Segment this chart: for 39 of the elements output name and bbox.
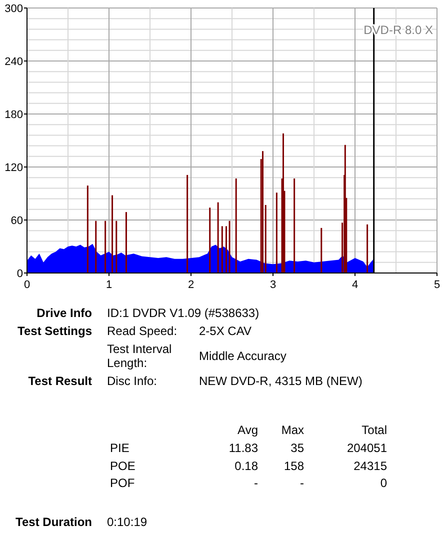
- y-tick-label: 240: [4, 56, 23, 68]
- text: 35: [290, 441, 304, 455]
- text: 0: [380, 476, 388, 490]
- y-tick-label: 0: [16, 268, 23, 280]
- text: Max: [281, 423, 304, 437]
- text: -: [254, 476, 258, 490]
- x-tick-label: 5: [434, 279, 440, 291]
- text: Test Duration: [16, 515, 92, 529]
- text: Avg: [238, 423, 258, 437]
- text: 24315: [354, 459, 388, 473]
- x-tick-label: 3: [270, 279, 276, 291]
- y-tick-label: 60: [10, 215, 23, 227]
- text: -: [300, 476, 304, 490]
- text: Test Result: [28, 374, 92, 388]
- text: PIE: [110, 441, 130, 455]
- text: Middle Accuracy: [199, 349, 286, 363]
- text: NEW DVD-R, 4315 MB (NEW): [199, 374, 362, 388]
- text: ID:1 DVDR V1.09 (#538633): [107, 306, 260, 320]
- text: 0:10:19: [107, 515, 148, 529]
- text: 11.83: [228, 441, 258, 455]
- y-tick-label: 300: [4, 3, 23, 15]
- text: Disc Info:: [107, 374, 158, 388]
- text: POF: [110, 476, 135, 490]
- text: POE: [110, 459, 136, 473]
- text: Drive Info: [36, 306, 92, 320]
- text: 204051: [346, 441, 388, 455]
- text: Total: [362, 423, 387, 437]
- text: Test Settings: [18, 324, 92, 338]
- x-tick-label: 0: [24, 279, 30, 291]
- y-tick-label: 180: [4, 109, 23, 121]
- x-tick-label: 2: [188, 279, 194, 291]
- text: 158: [284, 459, 304, 473]
- text: Test Interval Length:: [107, 342, 172, 370]
- text: Read Speed:: [107, 324, 178, 338]
- text: 2-5X CAV: [199, 324, 252, 338]
- x-tick-label: 4: [352, 279, 358, 291]
- x-tick-label: 1: [106, 279, 112, 291]
- y-tick-label: 120: [4, 162, 23, 174]
- text: 0.18: [234, 459, 258, 473]
